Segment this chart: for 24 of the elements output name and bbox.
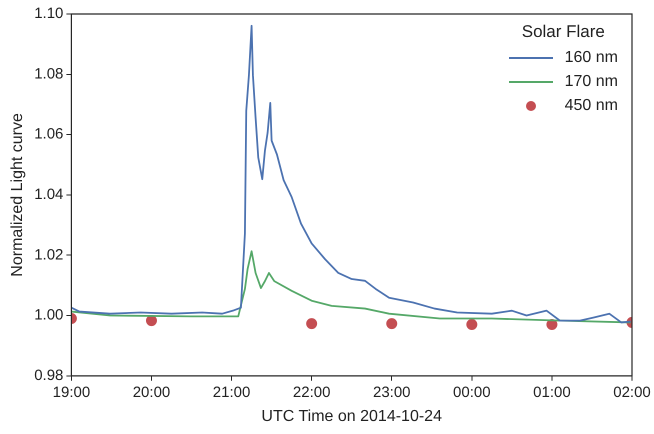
y-tick-label: 1.00 [34, 306, 64, 324]
legend-title: Solar Flare [520, 22, 606, 42]
y-tick-label: 0.98 [34, 366, 64, 384]
x-tick-label: 23:00 [372, 384, 411, 401]
y-tick-label: 1.08 [34, 65, 64, 82]
legend-label: 160 nm [564, 49, 618, 67]
x-tick-label: 19:00 [52, 384, 90, 401]
x-axis-title: UTC Time on 2014-10-24 [261, 408, 442, 425]
point [306, 318, 318, 330]
x-tick-label: 21:00 [212, 384, 250, 401]
y-tick-label: 1.06 [34, 126, 64, 143]
x-tick-label: 00:00 [453, 384, 491, 401]
x-tick-label: 22:00 [292, 384, 330, 401]
point [466, 319, 478, 330]
x-tick-label: 20:00 [132, 384, 170, 401]
y-tick-label: 1.10 [34, 5, 64, 22]
legend-label: 450 nm [564, 97, 618, 115]
point [386, 318, 398, 330]
x-tick-label: 01:00 [533, 384, 571, 401]
y-axis-title: Normalized Light curve [9, 112, 26, 277]
y-tick-label: 1.02 [34, 246, 64, 264]
legend-label: 170 nm [564, 73, 618, 91]
y-tick-label: 1.04 [34, 186, 64, 204]
x-tick-label: 02:00 [613, 384, 651, 401]
